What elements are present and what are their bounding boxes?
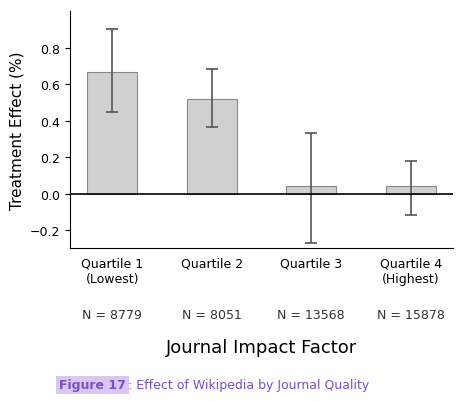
Bar — [286, 187, 336, 194]
Y-axis label: Treatment Effect (%): Treatment Effect (%) — [9, 51, 24, 209]
Text: N = 15878: N = 15878 — [377, 308, 445, 321]
Text: Figure 17: Figure 17 — [59, 379, 126, 391]
Text: N = 8779: N = 8779 — [82, 308, 142, 321]
Text: Journal Impact Factor: Journal Impact Factor — [166, 338, 357, 356]
Bar — [386, 187, 436, 194]
Bar — [87, 73, 137, 194]
Text: N = 13568: N = 13568 — [277, 308, 345, 321]
Bar — [187, 99, 237, 194]
Text: N = 8051: N = 8051 — [182, 308, 242, 321]
Text: : Effect of Wikipedia by Journal Quality: : Effect of Wikipedia by Journal Quality — [128, 379, 370, 391]
